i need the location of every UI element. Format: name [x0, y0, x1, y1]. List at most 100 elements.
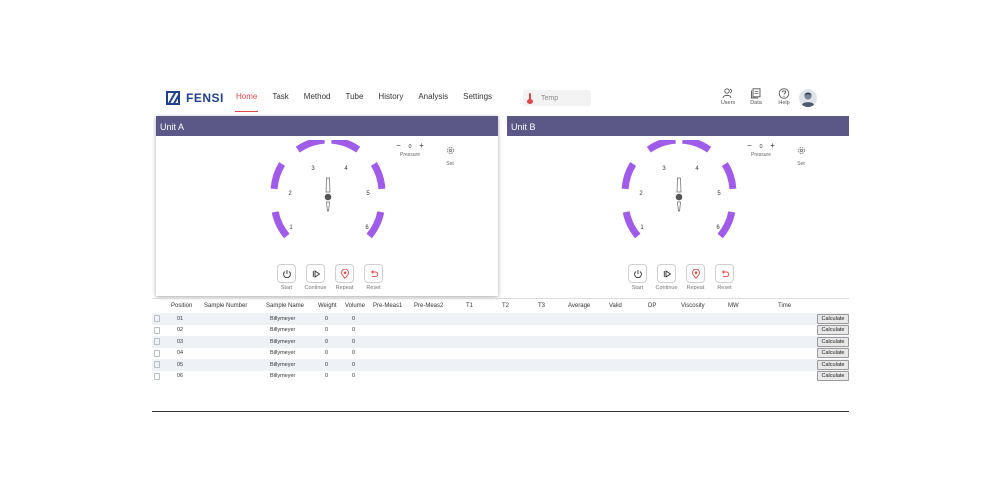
- nav-home[interactable]: Home: [234, 92, 259, 112]
- pressure-label: Pressure: [399, 152, 420, 158]
- nav-tube[interactable]: Tube: [345, 92, 364, 101]
- samples-table: Position Sample Number Sample Name Weigh…: [152, 298, 849, 412]
- cell-volume: 0: [352, 361, 356, 368]
- col-pre-meas1: Pre-Meas1: [373, 303, 403, 309]
- repeat-icon: [340, 268, 349, 279]
- unit-a-set-button[interactable]: Set: [443, 142, 457, 167]
- calculate-button[interactable]: Calculate: [817, 325, 849, 335]
- table-row[interactable]: 04 Billymeyer 0 0 Calculate: [152, 348, 849, 360]
- set-label: Set: [797, 161, 805, 167]
- dial-arc-segment: [295, 140, 325, 153]
- users-button[interactable]: Users: [714, 88, 742, 106]
- table-header: Position Sample Number Sample Name Weigh…: [152, 299, 849, 313]
- user-avatar[interactable]: [799, 89, 817, 107]
- col-position: Position: [171, 303, 193, 309]
- document-icon: [154, 338, 160, 345]
- unit-b-set-button[interactable]: Set: [794, 142, 808, 167]
- table-row[interactable]: 02 Billymeyer 0 0 Calculate: [152, 325, 849, 337]
- unit-a-panel: Unit A 1 2 3 4 5 6: [156, 116, 498, 296]
- help-button[interactable]: Help: [770, 88, 798, 106]
- pressure-increase-button[interactable]: +: [770, 141, 775, 150]
- unit-a-repeat-button[interactable]: Repeat: [330, 264, 359, 291]
- main-nav: Home Task Method Tube History Analysis S…: [234, 92, 507, 112]
- users-icon: [722, 88, 732, 99]
- dial-needle-icon[interactable]: [324, 177, 332, 212]
- pressure-decrease-button[interactable]: −: [747, 141, 752, 150]
- temp-field[interactable]: Temp: [523, 90, 591, 106]
- col-pre-meas2: Pre-Meas2: [414, 303, 444, 309]
- cell-volume: 0: [352, 350, 356, 356]
- header-icons: Users Data Help: [714, 88, 798, 106]
- col-average: Average: [568, 303, 591, 309]
- dial-position-label: 2: [639, 191, 643, 197]
- unit-b-repeat-button[interactable]: Repeat: [681, 264, 710, 291]
- pressure-value[interactable]: 0: [759, 143, 763, 150]
- unit-a-continue-button[interactable]: Continue: [301, 264, 330, 291]
- temp-placeholder: Temp: [541, 94, 559, 102]
- table-row[interactable]: 01 Billymeyer 0 0 Calculate: [152, 313, 849, 325]
- unit-b-continue-button[interactable]: Continue: [652, 264, 681, 291]
- pressure-increase-button[interactable]: +: [419, 141, 424, 150]
- pressure-value[interactable]: 0: [408, 143, 412, 150]
- calculate-button[interactable]: Calculate: [817, 359, 849, 370]
- col-time: Time: [778, 303, 792, 309]
- continue-label: Continue: [655, 285, 678, 291]
- dial-position-label: 3: [311, 166, 315, 172]
- dial-position-label: 4: [344, 166, 348, 172]
- unit-b-dial: 1 2 3 4 5 6: [621, 140, 737, 239]
- table-row[interactable]: 06 Billymeyer 0 0 Calculate: [152, 371, 849, 383]
- col-viscosity: Viscosity: [681, 303, 705, 309]
- app-window: FENSI Home Task Method Tube History Anal…: [152, 82, 849, 412]
- nav-settings[interactable]: Settings: [463, 92, 493, 101]
- cell-position: 02: [177, 327, 184, 333]
- dial-arc-segment: [270, 162, 286, 190]
- col-weight: Weight: [318, 303, 337, 309]
- dial-arc-segment: [717, 211, 736, 239]
- nav-task[interactable]: Task: [272, 92, 289, 101]
- continue-label: Continue: [304, 285, 327, 291]
- cell-volume: 0: [352, 327, 356, 333]
- nav-analysis[interactable]: Analysis: [418, 92, 449, 101]
- calculate-button[interactable]: Calculate: [817, 348, 849, 358]
- fensi-logo-icon: [166, 91, 180, 105]
- unit-b-start-button[interactable]: Start: [623, 264, 652, 291]
- cell-sample-name: Billymeyer: [270, 338, 296, 345]
- unit-a-start-button[interactable]: Start: [272, 264, 301, 291]
- data-icon: [751, 88, 761, 99]
- power-icon: [633, 269, 642, 278]
- gear-icon: [446, 147, 454, 154]
- pressure-decrease-button[interactable]: −: [396, 141, 401, 150]
- col-volume: Volume: [345, 303, 366, 309]
- calculate-button[interactable]: Calculate: [817, 371, 849, 381]
- avatar-icon: [801, 92, 815, 107]
- document-icon: [154, 315, 160, 322]
- calculate-button[interactable]: Calculate: [817, 313, 849, 324]
- continue-icon: [663, 269, 671, 278]
- dial-position-label: 5: [717, 191, 721, 197]
- cell-sample-name: Billymeyer: [270, 361, 296, 368]
- unit-b-reset-button[interactable]: Reset: [710, 264, 739, 291]
- dial-needle-icon[interactable]: [675, 177, 683, 212]
- col-mw: MW: [728, 303, 739, 309]
- document-icon: [154, 372, 160, 380]
- unit-a-reset-button[interactable]: Reset: [359, 264, 388, 291]
- table-row[interactable]: 05 Billymeyer 0 0 Calculate: [152, 359, 849, 371]
- dial-position-label: 6: [365, 225, 369, 231]
- gear-icon: [797, 147, 805, 154]
- document-icon: [154, 349, 160, 357]
- set-label: Set: [446, 161, 454, 167]
- unit-a-pressure: − 0 + Pressure: [388, 141, 432, 159]
- nav-history[interactable]: History: [378, 92, 404, 101]
- dial-position-label: 4: [695, 166, 699, 172]
- continue-icon: [312, 269, 320, 278]
- repeat-icon: [691, 268, 700, 279]
- table-row[interactable]: 03 Billymeyer 0 0 Calculate: [152, 336, 849, 348]
- power-icon: [282, 269, 291, 278]
- nav-method[interactable]: Method: [303, 92, 331, 101]
- dial-arc-segment: [622, 211, 641, 239]
- calculate-button[interactable]: Calculate: [817, 336, 849, 347]
- cell-position: 05: [177, 361, 184, 368]
- document-icon: [154, 361, 160, 368]
- cell-sample-name: Billymeyer: [270, 315, 296, 322]
- data-button[interactable]: Data: [742, 88, 770, 106]
